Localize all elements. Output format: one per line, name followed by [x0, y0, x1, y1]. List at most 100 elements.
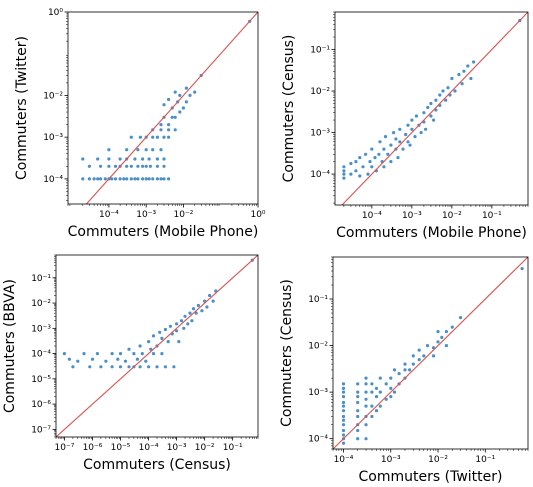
- data-point: [520, 267, 524, 271]
- data-point: [178, 110, 182, 114]
- data-point: [378, 376, 382, 380]
- data-point: [389, 386, 393, 390]
- data-point: [413, 135, 417, 139]
- data-point: [341, 423, 346, 427]
- data-point: [99, 365, 103, 369]
- data-point: [211, 299, 215, 303]
- data-point: [450, 76, 454, 81]
- data-point: [394, 137, 398, 141]
- y-axis-label: Commuters (BBVA): [2, 279, 18, 413]
- x-axis-label: Commuters (Mobile Phone): [336, 225, 527, 241]
- y-tick-label: 10⁻³: [31, 324, 51, 334]
- data-point: [373, 156, 377, 160]
- identity-line: [56, 255, 258, 437]
- data-point: [107, 148, 111, 152]
- y-tick-label: 10⁻²: [31, 299, 51, 309]
- data-point: [179, 319, 184, 323]
- data-point: [167, 128, 171, 132]
- data-point: [401, 147, 405, 151]
- data-point: [368, 160, 372, 164]
- data-point: [71, 365, 75, 369]
- data-point: [466, 64, 470, 68]
- x-tick-label: 10⁰: [250, 210, 265, 220]
- data-point: [168, 324, 172, 328]
- data-point: [175, 322, 179, 326]
- data-point: [125, 164, 129, 168]
- x-tick-label: 10⁻⁵: [111, 443, 131, 453]
- data-point: [389, 143, 393, 147]
- data-point: [364, 397, 368, 401]
- data-point: [159, 123, 163, 127]
- y-axis-label: Commuters (Census): [279, 279, 295, 427]
- data-point: [392, 131, 396, 135]
- data-point: [129, 177, 133, 181]
- x-tick-label: 10⁻³: [381, 455, 401, 465]
- data-point: [144, 164, 148, 168]
- data-point: [392, 390, 397, 394]
- data-point: [167, 97, 171, 102]
- identity-line: [333, 257, 528, 449]
- x-tick-label: 10⁻³: [136, 210, 156, 220]
- data-point: [341, 390, 346, 394]
- x-tick-label: 10⁻¹: [223, 443, 243, 453]
- data-point: [144, 148, 148, 152]
- data-point: [92, 177, 96, 181]
- data-point: [370, 414, 374, 419]
- data-point: [144, 359, 148, 363]
- y-axis-label: Commuters (Twitter): [14, 36, 30, 180]
- data-point: [469, 76, 473, 81]
- data-point: [426, 105, 430, 110]
- data-point: [141, 177, 145, 181]
- data-point: [356, 390, 360, 394]
- data-point: [446, 86, 450, 90]
- y-tick-label: 10⁻¹: [308, 295, 328, 305]
- data-point: [444, 344, 448, 348]
- x-tick-label: 10⁻¹: [482, 211, 502, 221]
- data-point: [205, 305, 209, 309]
- panel-bottom-right: 10⁻⁴ 10⁻³ 10⁻² 10⁻¹ 10⁻⁴ 10⁻³ 10⁻² 10⁻¹ Commuter…: [279, 256, 529, 485]
- data-point: [356, 428, 360, 433]
- data-point: [370, 404, 374, 408]
- data-point: [88, 365, 92, 369]
- data-point: [177, 340, 181, 344]
- data-point: [396, 156, 400, 160]
- data-point: [341, 400, 346, 405]
- data-point: [110, 177, 114, 181]
- data-point: [341, 409, 346, 413]
- data-point: [414, 114, 418, 118]
- data-point: [364, 404, 368, 408]
- data-point: [356, 400, 360, 405]
- data-point: [389, 160, 393, 164]
- data-point: [183, 314, 187, 318]
- data-point: [434, 98, 438, 102]
- data-point: [147, 365, 151, 369]
- data-point: [99, 164, 103, 168]
- data-point: [118, 177, 122, 181]
- data-point: [127, 365, 131, 369]
- data-point: [444, 98, 448, 102]
- data-point: [144, 177, 148, 181]
- data-point: [366, 172, 370, 176]
- data-point: [472, 60, 476, 64]
- data-point: [356, 437, 360, 441]
- data-point: [382, 147, 386, 151]
- data-point: [167, 135, 171, 139]
- y-tick-label: 10⁻⁴: [43, 175, 63, 185]
- data-point: [453, 89, 457, 93]
- data-point: [370, 147, 374, 151]
- data-point: [76, 359, 80, 363]
- data-point: [406, 123, 410, 127]
- data-point: [358, 156, 362, 160]
- data-point: [173, 128, 177, 132]
- data-point: [389, 376, 393, 380]
- x-tick-label: 10⁻³: [167, 443, 187, 453]
- y-tick-label: 10⁻²: [43, 91, 63, 101]
- y-tick-label: 10⁻³: [310, 129, 330, 139]
- data-point: [136, 177, 140, 181]
- panel-top-left: 10⁻⁴ 10⁻³ 10⁻² 10⁰ 10⁻⁴ 10⁻³ 10⁻² 10⁰ Commuters …: [14, 8, 266, 240]
- y-tick-label: 10⁻¹: [310, 46, 330, 56]
- x-axis-label: Commuters (Census): [83, 457, 231, 473]
- data-point: [62, 352, 66, 356]
- data-point: [341, 433, 346, 437]
- data-point: [136, 148, 140, 152]
